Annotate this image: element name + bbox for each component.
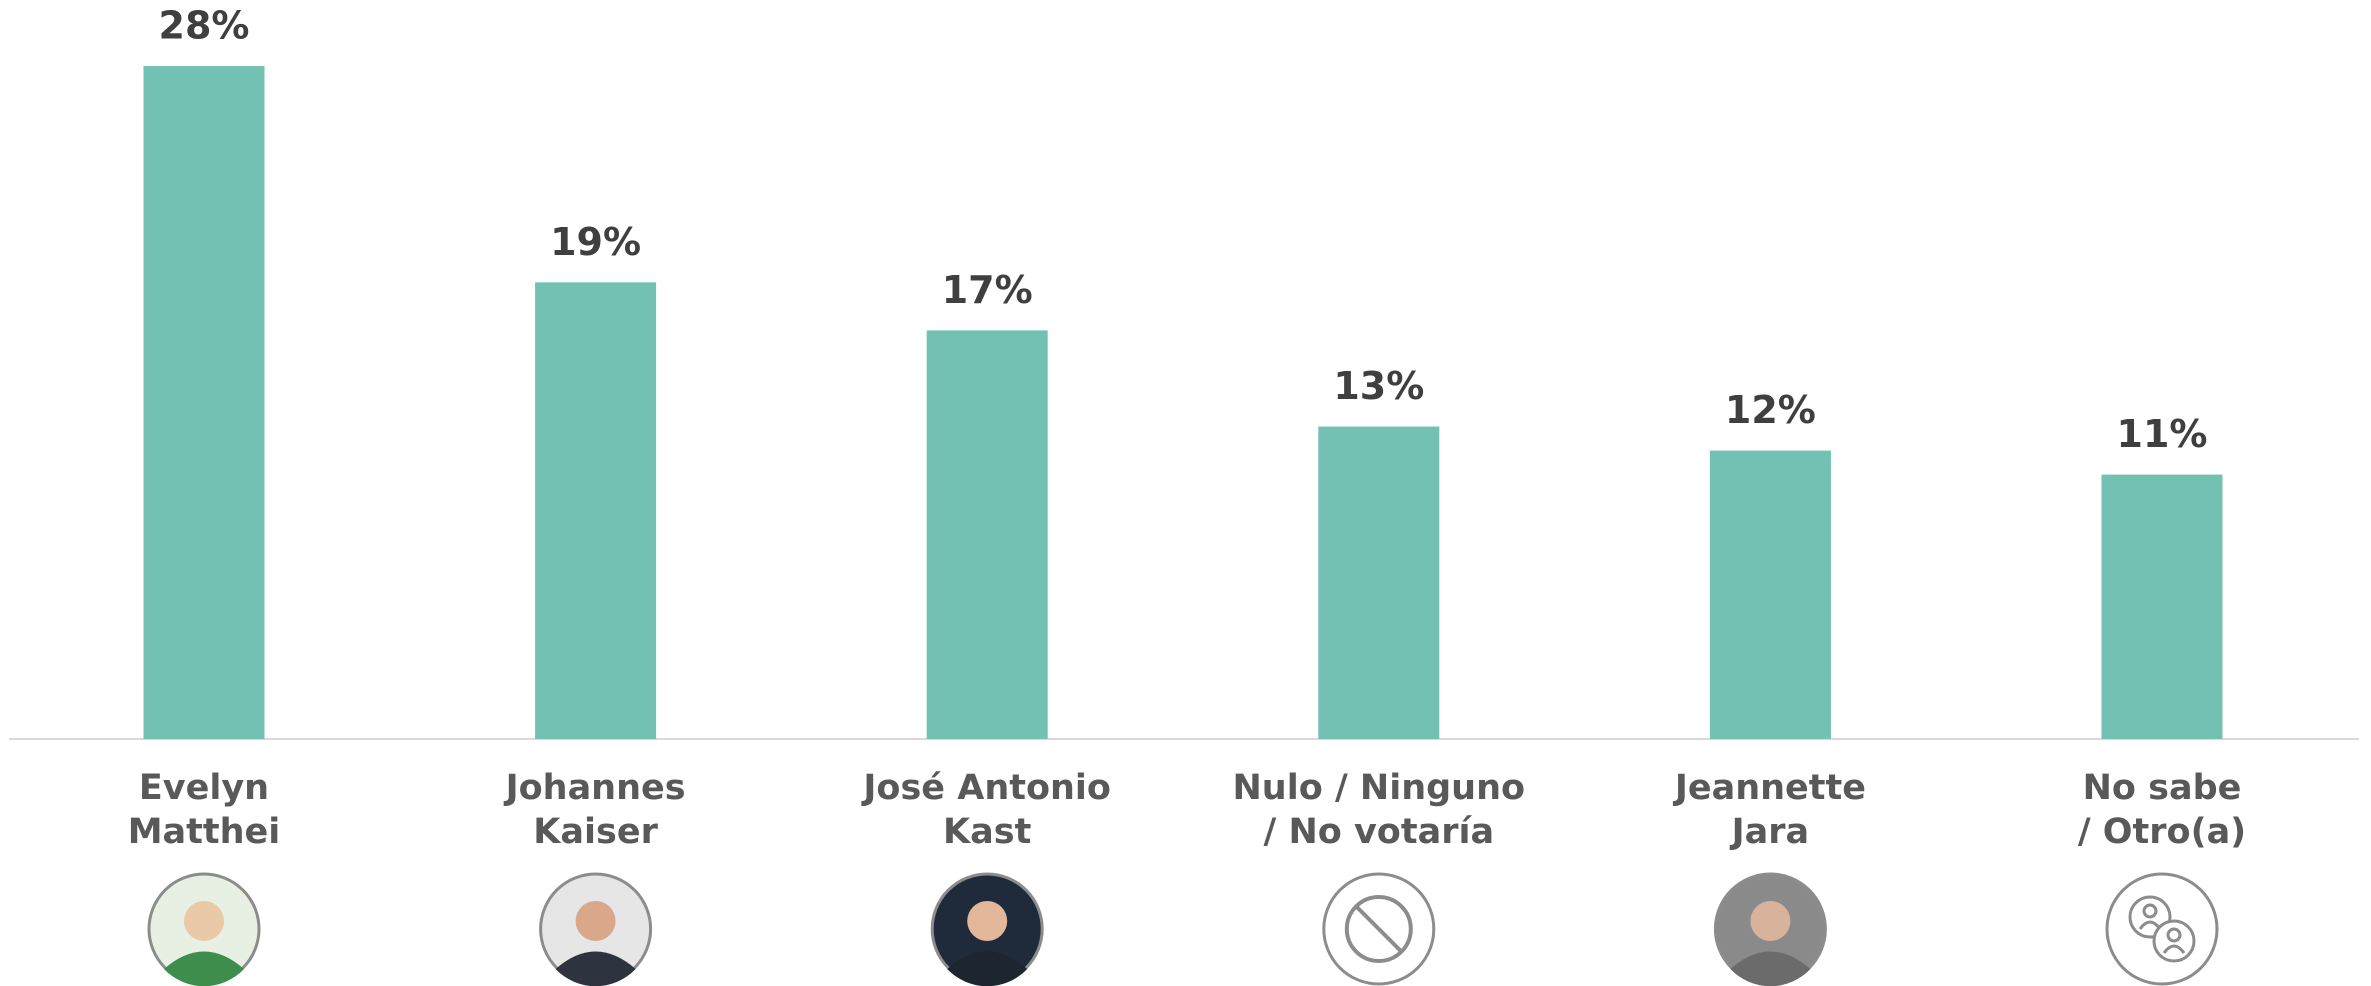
category-label: Jeannette <box>1673 768 1866 808</box>
bar <box>1318 426 1440 739</box>
bar <box>2101 474 2223 739</box>
bar <box>926 330 1048 739</box>
avatar-face <box>184 901 224 941</box>
avatar-body <box>1730 951 1811 986</box>
avatar-body <box>947 951 1028 986</box>
bar <box>535 282 657 739</box>
avatar-face <box>967 901 1008 941</box>
avatar <box>147 872 261 986</box>
value-label: 13% <box>1333 364 1424 408</box>
person-body <box>2162 944 2186 954</box>
value-label: 19% <box>550 220 641 264</box>
value-label: 11% <box>2117 412 2208 456</box>
ban-icon <box>1344 895 1413 963</box>
category-label: Jara <box>1730 812 1810 852</box>
category-label: No sabe <box>2083 768 2242 808</box>
bar <box>143 66 265 739</box>
category-label: / Otro(a) <box>2078 812 2246 852</box>
ban-slash <box>1354 904 1404 954</box>
category-label: / No votaría <box>1264 812 1495 852</box>
avatar-body <box>555 951 636 986</box>
person-head <box>2142 903 2158 919</box>
category-label: Nulo / Ninguno <box>1233 768 1526 808</box>
value-label: 12% <box>1725 388 1816 432</box>
bar <box>1709 450 1831 739</box>
category-label: José Antonio <box>861 768 1111 808</box>
category-label: Evelyn <box>139 768 269 808</box>
category-label: Kaiser <box>533 812 658 852</box>
category-label: Matthei <box>128 812 281 852</box>
avatar <box>539 872 653 986</box>
avatar <box>1322 872 1436 986</box>
category-label: Kast <box>943 812 1031 852</box>
avatar-face <box>1750 901 1791 941</box>
avatar-face <box>575 901 616 941</box>
avatar <box>1713 872 1827 986</box>
person-head <box>2166 927 2182 943</box>
value-label: 28% <box>159 4 250 48</box>
value-label: 17% <box>942 268 1033 312</box>
avatar-body <box>164 951 244 986</box>
avatar <box>930 872 1044 986</box>
category-label: Johannes <box>504 768 686 808</box>
avatar <box>2105 872 2219 986</box>
